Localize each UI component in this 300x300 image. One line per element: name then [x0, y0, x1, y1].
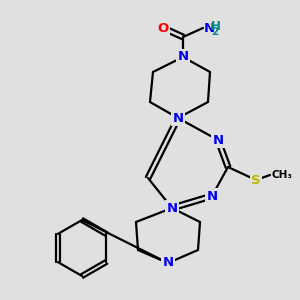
Text: N: N — [206, 190, 218, 202]
Text: N: N — [172, 112, 184, 124]
Text: 2: 2 — [211, 27, 218, 37]
Text: N: N — [177, 50, 189, 64]
Text: H: H — [211, 20, 221, 34]
Text: N: N — [204, 22, 215, 34]
Text: N: N — [167, 202, 178, 214]
Text: S: S — [251, 173, 261, 187]
Text: O: O — [158, 22, 169, 34]
Text: CH₃: CH₃ — [272, 170, 293, 180]
Text: N: N — [162, 256, 174, 269]
Text: N: N — [212, 134, 224, 146]
